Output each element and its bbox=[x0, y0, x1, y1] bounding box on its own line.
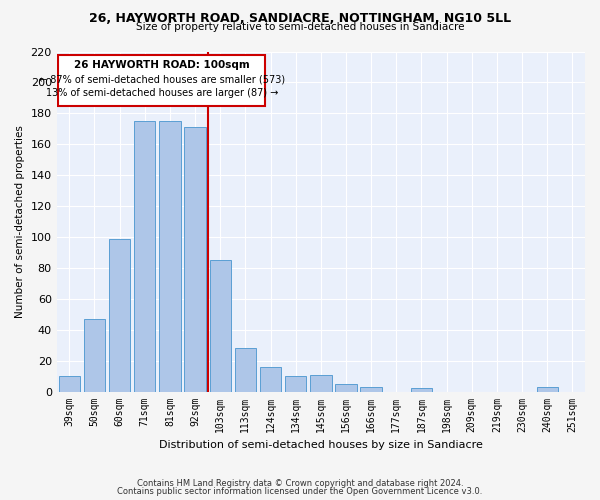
Bar bbox=[411, 388, 432, 392]
Text: Contains public sector information licensed under the Open Government Licence v3: Contains public sector information licen… bbox=[118, 487, 482, 496]
Bar bbox=[260, 367, 281, 392]
Bar bbox=[134, 121, 155, 392]
Bar bbox=[184, 127, 206, 392]
Text: Size of property relative to semi-detached houses in Sandiacre: Size of property relative to semi-detach… bbox=[136, 22, 464, 32]
Bar bbox=[209, 260, 231, 392]
Text: 26 HAYWORTH ROAD: 100sqm: 26 HAYWORTH ROAD: 100sqm bbox=[74, 60, 250, 70]
Bar bbox=[335, 384, 356, 392]
Bar bbox=[310, 374, 332, 392]
Text: 26, HAYWORTH ROAD, SANDIACRE, NOTTINGHAM, NG10 5LL: 26, HAYWORTH ROAD, SANDIACRE, NOTTINGHAM… bbox=[89, 12, 511, 26]
Text: Contains HM Land Registry data © Crown copyright and database right 2024.: Contains HM Land Registry data © Crown c… bbox=[137, 478, 463, 488]
X-axis label: Distribution of semi-detached houses by size in Sandiacre: Distribution of semi-detached houses by … bbox=[159, 440, 483, 450]
Polygon shape bbox=[58, 54, 265, 106]
Bar bbox=[59, 376, 80, 392]
Bar bbox=[361, 387, 382, 392]
Bar bbox=[159, 121, 181, 392]
Y-axis label: Number of semi-detached properties: Number of semi-detached properties bbox=[15, 125, 25, 318]
Bar bbox=[109, 238, 130, 392]
Bar bbox=[84, 319, 105, 392]
Bar bbox=[235, 348, 256, 392]
Text: 13% of semi-detached houses are larger (87) →: 13% of semi-detached houses are larger (… bbox=[46, 88, 278, 98]
Bar bbox=[536, 387, 558, 392]
Bar bbox=[285, 376, 307, 392]
Text: ← 87% of semi-detached houses are smaller (573): ← 87% of semi-detached houses are smalle… bbox=[38, 74, 285, 85]
